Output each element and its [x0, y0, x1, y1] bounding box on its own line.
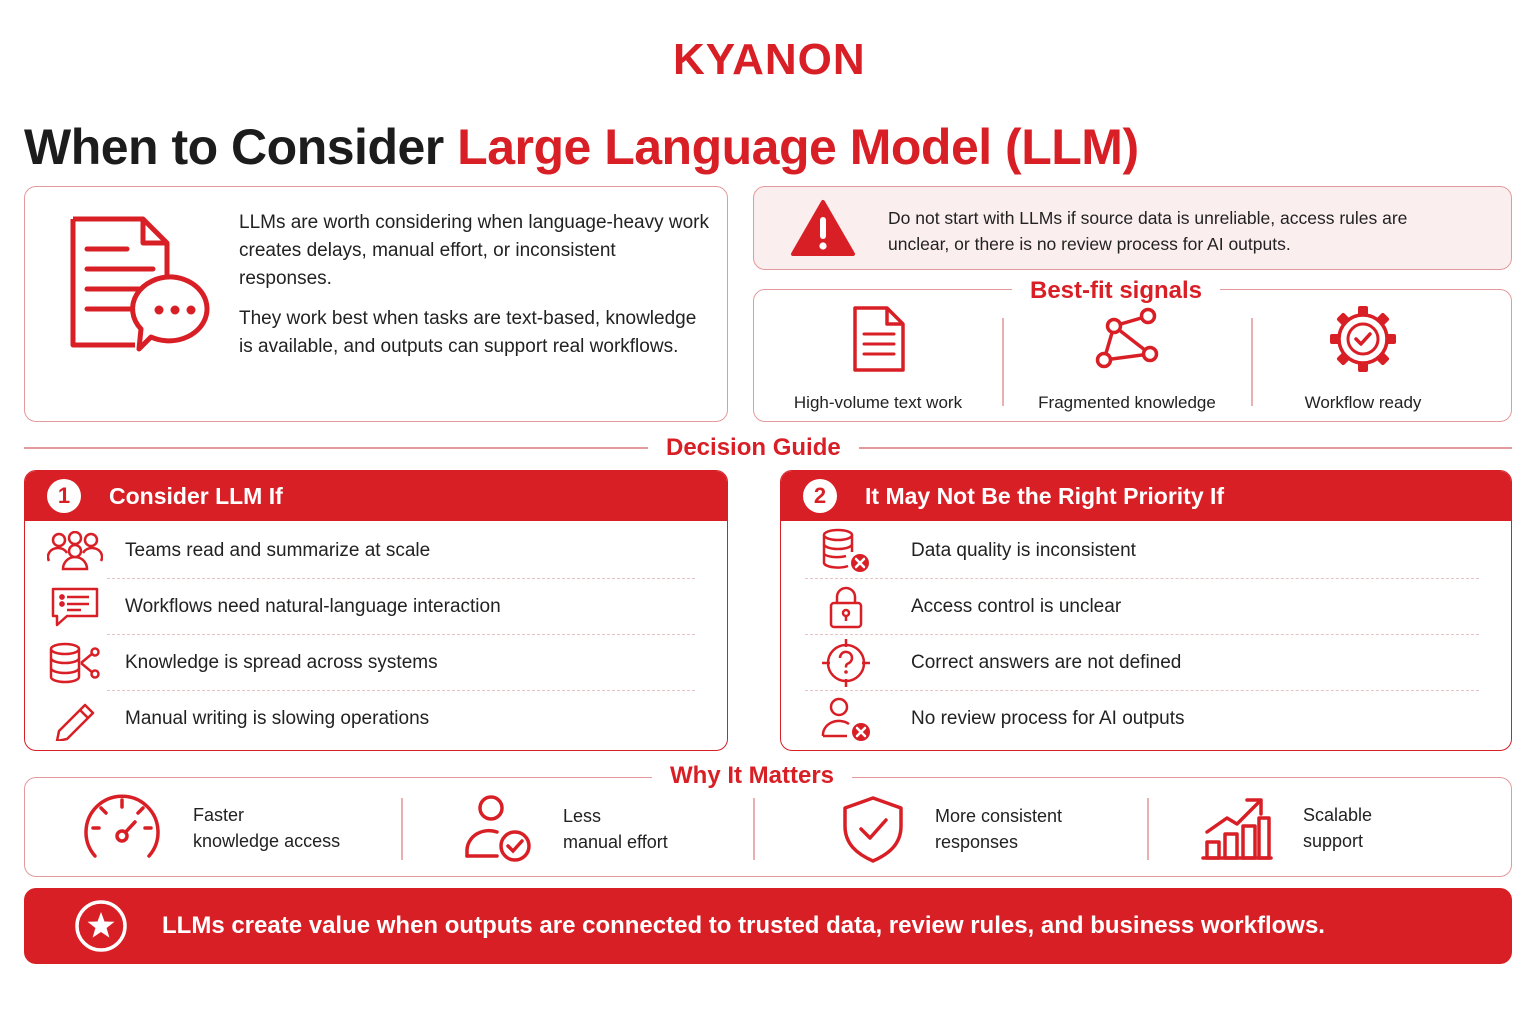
page-title: When to Consider Large Language Model (L… — [24, 118, 1139, 176]
banner-text: LLMs create value when outputs are conne… — [162, 912, 1325, 939]
decision-guide-title: Decision Guide — [648, 433, 859, 463]
why-line-2: responses — [935, 832, 1019, 852]
best-fit-card: High-volume text work Fragmented knowled… — [753, 289, 1512, 422]
brand-logo: KYANON — [0, 35, 1536, 87]
why-line-2: support — [1303, 831, 1364, 851]
why-item-text: Faster knowledge access — [193, 802, 340, 854]
why-line-1: Less — [563, 806, 602, 826]
why-line-1: Scalable — [1303, 805, 1373, 825]
list-item: Correct answers are not defined — [781, 635, 1511, 691]
list-item-text: Teams read and summarize at scale — [125, 540, 431, 561]
why-title: Why It Matters — [652, 761, 853, 791]
signal-divider — [1251, 318, 1253, 406]
why-item-text: Less manual effort — [563, 803, 668, 855]
document-icon — [853, 306, 905, 372]
warning-card: Do not start with LLMs if source data is… — [753, 186, 1512, 270]
not-priority-panel: 2 It May Not Be the Right Priority If Da… — [780, 470, 1512, 751]
list-item-text: Correct answers are not defined — [911, 652, 1182, 673]
signal-divider — [1002, 318, 1004, 406]
signal-high-volume: High-volume text work — [754, 304, 1002, 413]
step-number-badge: 2 — [803, 479, 837, 513]
list-item: Workflows need natural-language interact… — [25, 579, 727, 635]
why-line-2: manual effort — [563, 832, 668, 852]
team-icon — [47, 531, 103, 571]
intro-card: LLMs are worth considering when language… — [24, 186, 728, 422]
best-fit-title: Best-fit signals — [1012, 276, 1221, 306]
list-item-text: Access control is unclear — [911, 596, 1122, 617]
why-divider — [1147, 798, 1149, 860]
database-share-icon — [49, 642, 100, 684]
list-item-text: Data quality is inconsistent — [911, 540, 1136, 561]
why-line-1: More consistent — [935, 806, 1063, 826]
why-item-text: Scalable support — [1303, 802, 1372, 854]
user-error-icon — [821, 697, 870, 741]
list-item-text: Manual writing is slowing operations — [125, 708, 430, 729]
title-prefix: When to Consider — [24, 119, 458, 175]
title-highlight: Large Language Model (LLM) — [457, 119, 1139, 175]
not-priority-panel-title: It May Not Be the Right Priority If — [865, 482, 1225, 509]
consider-panel-title: Consider LLM If — [109, 482, 283, 509]
list-item: Manual writing is slowing operations — [25, 691, 727, 747]
signal-fragmented: Fragmented knowledge — [1003, 304, 1251, 413]
signal-label: Workflow ready — [1304, 393, 1422, 412]
list-item: Data quality is inconsistent — [781, 523, 1511, 579]
step-number-badge: 1 — [47, 479, 81, 513]
question-target-icon — [822, 639, 870, 687]
gear-check-icon — [1330, 306, 1396, 372]
list-item: Teams read and summarize at scale — [25, 523, 727, 579]
signal-workflow: Workflow ready — [1252, 304, 1474, 413]
intro-paragraph-2: They work best when tasks are text-based… — [239, 308, 697, 357]
speedometer-icon — [84, 794, 160, 858]
why-line-2: knowledge access — [193, 831, 341, 851]
signal-label: High-volume text work — [793, 393, 963, 412]
why-card: Faster knowledge access Less manual effo… — [24, 777, 1512, 877]
bottom-banner: LLMs create value when outputs are conne… — [24, 888, 1512, 964]
warning-text: Do not start with LLMs if source data is… — [888, 208, 1408, 254]
intro-paragraph-1: LLMs are worth considering when language… — [239, 212, 709, 289]
consider-panel: 1 Consider LLM If Teams read and summari… — [24, 470, 728, 751]
lock-icon — [829, 586, 863, 629]
why-line-1: Faster — [193, 805, 245, 825]
list-item-text: Knowledge is spread across systems — [125, 652, 438, 673]
pencil-icon — [55, 703, 95, 741]
signal-label: Fragmented knowledge — [1038, 393, 1216, 412]
why-item: Scalable support — [1201, 794, 1372, 862]
document-chat-icon — [70, 216, 210, 352]
chat-list-icon — [51, 587, 99, 627]
list-item: Knowledge is spread across systems — [25, 635, 727, 691]
why-item: Less manual effort — [463, 794, 668, 864]
not-priority-panel-header: 2 It May Not Be the Right Priority If — [781, 471, 1511, 521]
list-item-text: Workflows need natural-language interact… — [125, 596, 501, 617]
shield-check-icon — [843, 796, 903, 863]
user-check-icon — [465, 795, 531, 862]
why-item-text: More consistent responses — [935, 803, 1062, 855]
star-circle-icon — [75, 900, 127, 952]
intro-text: LLMs are worth considering when language… — [239, 209, 709, 361]
why-divider — [401, 798, 403, 860]
why-divider — [753, 798, 755, 860]
why-item: More consistent responses — [841, 794, 1062, 864]
logo-text: KYANON — [673, 36, 863, 82]
consider-panel-header: 1 Consider LLM If — [25, 471, 727, 521]
list-item: No review process for AI outputs — [781, 691, 1511, 747]
why-item: Faster knowledge access — [81, 794, 340, 862]
growth-chart-icon — [1201, 798, 1273, 860]
database-error-icon — [822, 528, 869, 572]
warning-triangle-icon — [791, 200, 855, 256]
kyanon-logo: KYANON — [673, 35, 865, 84]
list-item: Access control is unclear — [781, 579, 1511, 635]
list-item-text: No review process for AI outputs — [911, 708, 1185, 729]
network-nodes-icon — [1095, 307, 1159, 369]
